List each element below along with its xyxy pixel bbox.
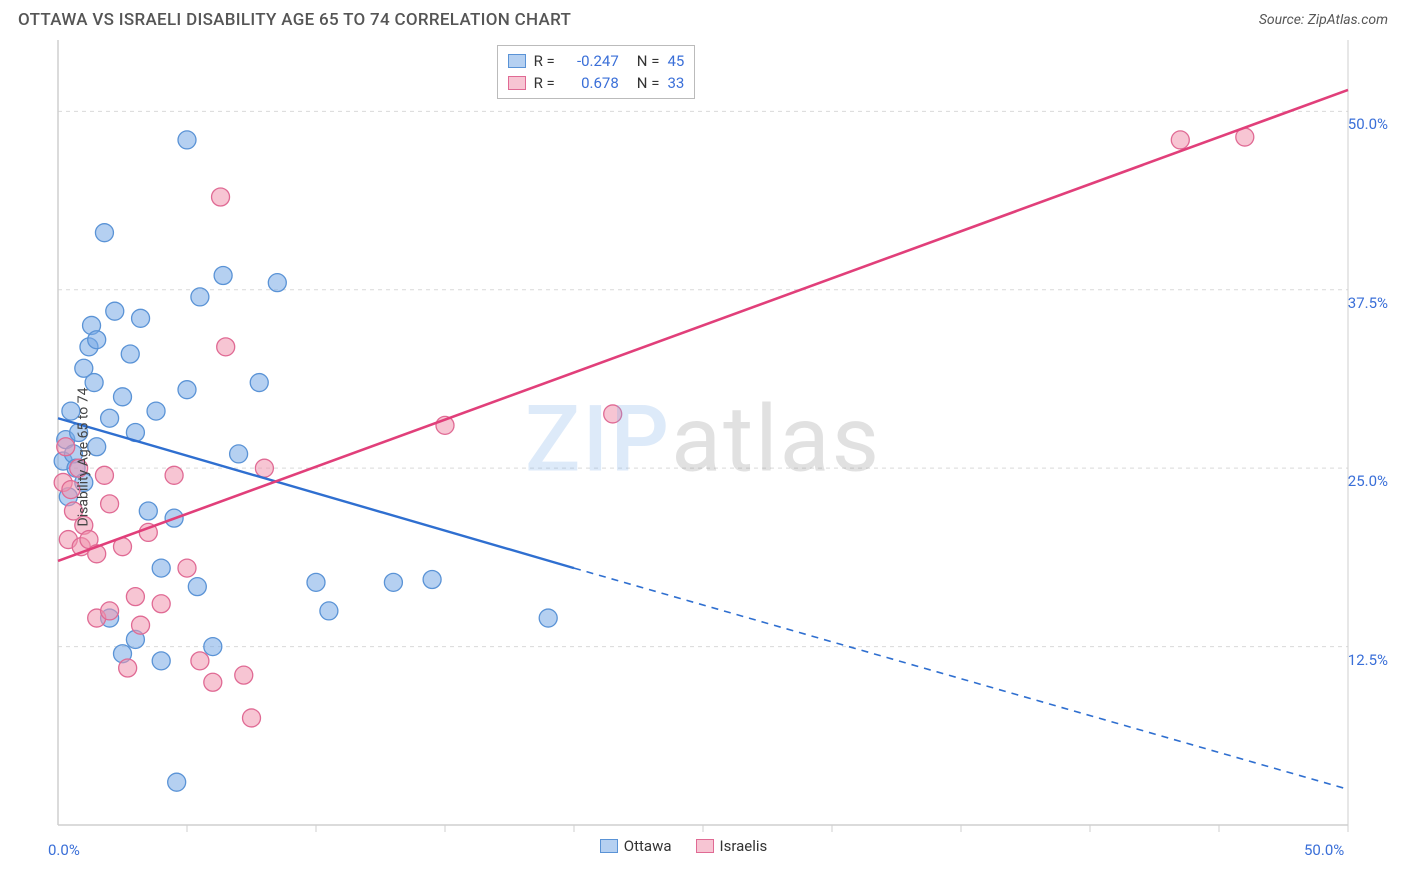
legend-swatch <box>600 839 618 853</box>
scatter-plot-svg <box>18 40 1406 875</box>
legend-correlation-box: R =-0.247 N =45R =0.678 N =33 <box>497 45 696 99</box>
legend-swatch <box>508 54 526 68</box>
y-tick-label: 37.5% <box>1348 294 1388 312</box>
x-origin-label: 0.0% <box>48 841 80 859</box>
y-axis-label: Disability Age 65 to 74 <box>75 388 91 527</box>
y-tick-label: 12.5% <box>1348 651 1388 669</box>
legend-swatch <box>696 839 714 853</box>
legend-item: Ottawa <box>600 837 672 855</box>
y-tick-label: 25.0% <box>1348 472 1388 490</box>
source-credit: Source: ZipAtlas.com <box>1259 12 1388 28</box>
chart-title: OTTAWA VS ISRAELI DISABILITY AGE 65 TO 7… <box>18 10 571 30</box>
chart-area: Disability Age 65 to 74 ZIPatlas R =-0.2… <box>18 40 1388 874</box>
legend-row: R =0.678 N =33 <box>508 72 685 94</box>
x-max-label: 50.0% <box>1304 841 1344 859</box>
legend-row: R =-0.247 N =45 <box>508 50 685 72</box>
legend-swatch <box>508 76 526 90</box>
y-tick-label: 50.0% <box>1348 115 1388 133</box>
legend-series: Ottawa Israelis <box>600 837 768 855</box>
legend-item: Israelis <box>696 837 768 855</box>
